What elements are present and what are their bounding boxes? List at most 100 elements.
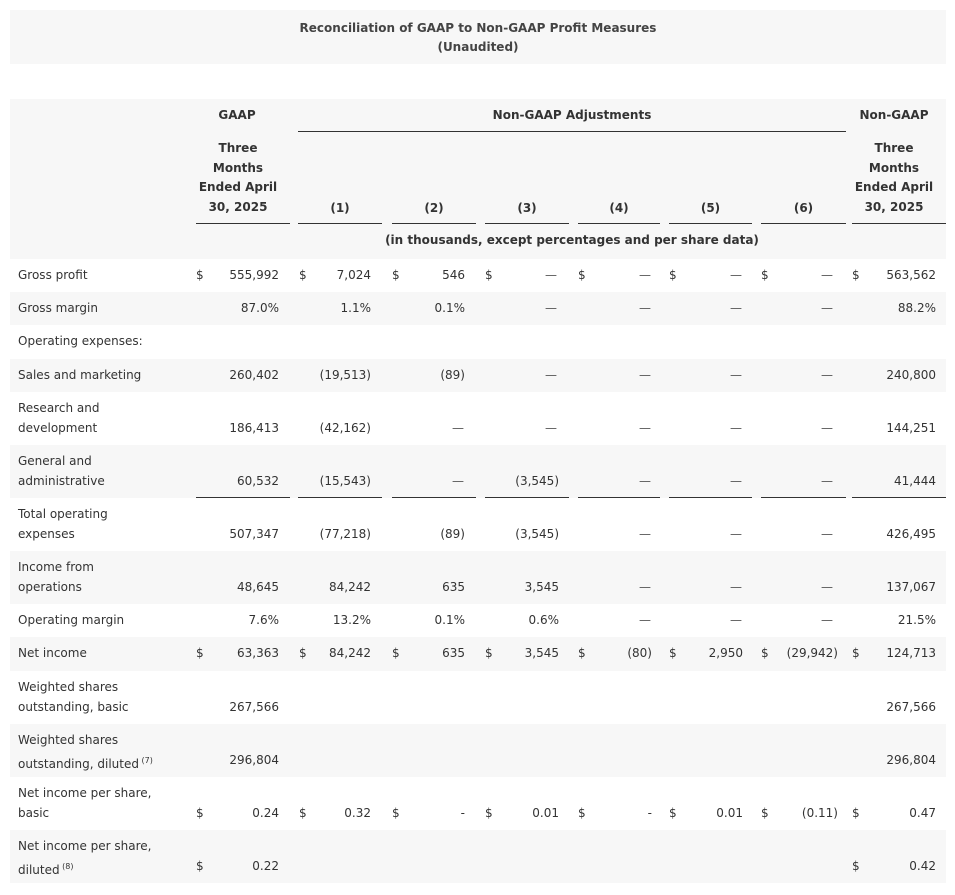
header-col-rule: [196, 223, 290, 224]
row-label: Net income per share, diluted (8): [18, 839, 152, 877]
value-cell: (19,513): [319, 367, 371, 382]
table-row: [10, 724, 946, 777]
value-cell: 13.2%: [332, 612, 371, 627]
value-cell: —: [639, 420, 651, 435]
row-label: Research and development: [18, 401, 100, 435]
value-cell: —: [730, 367, 742, 382]
header-col-rule: [298, 223, 382, 224]
value-cell: 240,800: [886, 367, 936, 382]
value-cell: 426,495: [886, 526, 936, 541]
currency-symbol: $: [578, 646, 586, 661]
value-cell: —: [821, 526, 833, 541]
adjustment-col-1: (1): [330, 201, 350, 215]
value-cell: —: [821, 579, 833, 594]
value-cell: 296,804: [886, 752, 936, 767]
value-cell: —: [545, 300, 557, 315]
value-cell: —: [545, 367, 557, 382]
subtotal-rule: [298, 497, 382, 498]
value-cell: 1.1%: [340, 300, 372, 315]
value-cell: 0.22: [252, 858, 279, 873]
table-row: [10, 325, 946, 359]
adjustments-header-rule: [298, 131, 846, 132]
value-cell: (42,162): [319, 420, 371, 435]
table-row: [10, 392, 946, 445]
adjustment-col-4: (4): [609, 201, 629, 215]
value-cell: 555,992: [229, 267, 279, 282]
value-cell: (3,545): [515, 473, 559, 488]
gaap-period-header: Three Months Ended April 30, 2025: [198, 141, 278, 214]
row-label: Weighted shares outstanding, diluted (7): [18, 733, 153, 771]
value-cell: 0.47: [909, 805, 936, 820]
value-cell: 0.6%: [528, 612, 560, 627]
value-cell: 84,242: [329, 579, 371, 594]
value-cell: 87.0%: [240, 300, 279, 315]
value-cell: (29,942): [786, 646, 838, 661]
currency-symbol: $: [196, 267, 204, 282]
value-cell: 63,363: [237, 646, 279, 661]
value-cell: 144,251: [886, 420, 936, 435]
value-cell: 7,024: [336, 267, 371, 282]
value-cell: (0.11): [801, 805, 838, 820]
value-cell: (3,545): [515, 526, 559, 541]
currency-symbol: $: [669, 805, 677, 820]
value-cell: —: [639, 473, 651, 488]
table-row: [10, 359, 946, 392]
report-title-block: Reconciliation of GAAP to Non-GAAP Profi…: [10, 10, 946, 64]
value-cell: 88.2%: [897, 300, 936, 315]
value-cell: 0.1%: [434, 612, 466, 627]
nongaap-header: Non-GAAP: [859, 108, 929, 122]
value-cell: 186,413: [229, 420, 279, 435]
subtotal-rule: [761, 497, 846, 498]
header-col-rule: [578, 223, 660, 224]
currency-symbol: $: [392, 805, 400, 820]
report-subtitle: (Unaudited): [437, 40, 519, 54]
value-cell: 2,950: [708, 646, 743, 661]
adjustment-col-5: (5): [700, 201, 721, 215]
value-cell: —: [730, 300, 742, 315]
value-cell: 0.32: [344, 805, 371, 820]
row-label: Gross profit: [18, 267, 88, 282]
currency-symbol: $: [485, 805, 493, 820]
value-cell: —: [730, 526, 742, 541]
row-label: Gross margin: [18, 300, 98, 315]
currency-symbol: $: [299, 267, 307, 282]
value-cell: 267,566: [886, 699, 936, 714]
value-cell: —: [545, 267, 557, 282]
row-label: Weighted shares outstanding, basic: [18, 680, 129, 714]
currency-symbol: $: [578, 805, 586, 820]
header-col-rule: [669, 223, 752, 224]
adjustment-col-2: (2): [424, 201, 444, 215]
value-cell: 296,804: [229, 752, 279, 767]
value-cell: 41,444: [894, 473, 936, 488]
currency-symbol: $: [392, 646, 400, 661]
value-cell: —: [639, 579, 651, 594]
value-cell: 48,645: [237, 579, 279, 594]
currency-symbol: $: [852, 267, 860, 282]
value-cell: —: [639, 300, 651, 315]
adjustment-col-3: (3): [517, 201, 537, 215]
currency-symbol: $: [852, 805, 860, 820]
currency-symbol: $: [761, 267, 769, 282]
value-cell: —: [821, 300, 833, 315]
currency-symbol: $: [392, 267, 400, 282]
table-row: [10, 498, 946, 551]
value-cell: 0.01: [716, 805, 743, 820]
currency-symbol: $: [578, 267, 586, 282]
value-cell: 3,545: [524, 579, 559, 594]
currency-symbol: $: [299, 646, 307, 661]
value-cell: -: [647, 805, 652, 820]
nongaap-period-header: Three Months Ended April 30, 2025: [854, 141, 934, 214]
currency-symbol: $: [761, 805, 769, 820]
report-title: Reconciliation of GAAP to Non-GAAP Profi…: [299, 21, 657, 35]
value-cell: —: [730, 473, 742, 488]
value-cell: —: [730, 267, 742, 282]
value-cell: —: [730, 420, 742, 435]
value-cell: —: [821, 267, 833, 282]
row-label: Income from operations: [18, 560, 94, 594]
value-cell: 635: [442, 646, 465, 661]
row-label: Total operating expenses: [18, 507, 108, 541]
value-cell: 0.1%: [434, 300, 466, 315]
subtotal-rule: [196, 497, 290, 498]
value-cell: 137,067: [886, 579, 936, 594]
value-cell: (80): [627, 646, 652, 661]
